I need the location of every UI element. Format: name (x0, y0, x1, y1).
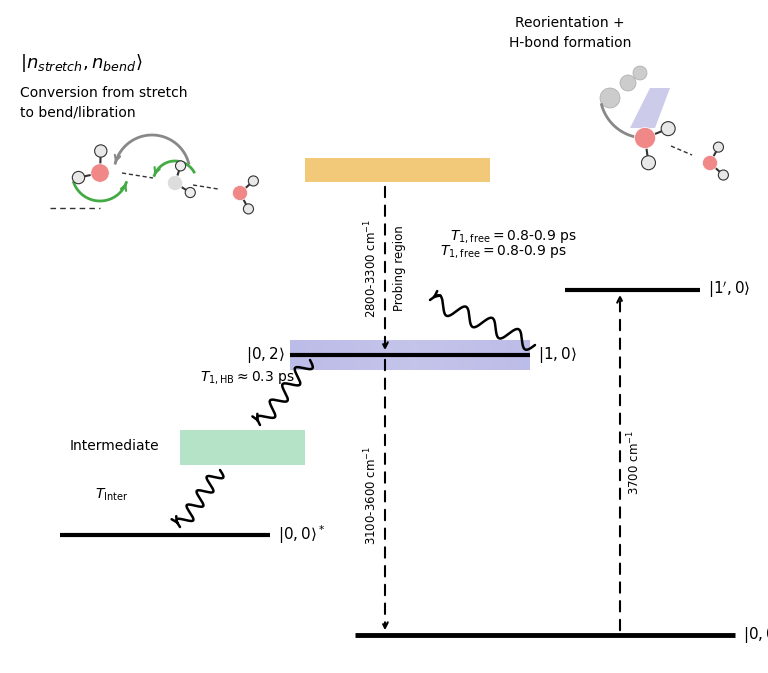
Bar (322, 340, 330, 370)
Bar (458, 340, 466, 370)
Circle shape (641, 155, 655, 170)
Bar (394, 340, 402, 370)
Bar (514, 340, 522, 370)
Bar (498, 340, 506, 370)
Bar (426, 340, 434, 370)
Text: Reorientation +
H-bond formation: Reorientation + H-bond formation (509, 16, 631, 50)
Bar (180, 430, 305, 465)
Circle shape (718, 170, 728, 180)
Bar (314, 340, 322, 370)
Circle shape (94, 145, 107, 157)
Text: $|0,2\rangle$: $|0,2\rangle$ (246, 345, 285, 365)
Bar (434, 340, 442, 370)
Circle shape (633, 66, 647, 80)
Circle shape (620, 75, 636, 91)
Circle shape (703, 155, 717, 170)
Text: 3700 cm$^{-1}$: 3700 cm$^{-1}$ (626, 430, 642, 495)
Circle shape (233, 186, 247, 201)
Circle shape (185, 188, 195, 198)
Bar (378, 340, 386, 370)
Bar (474, 340, 482, 370)
Circle shape (72, 172, 84, 184)
Circle shape (176, 161, 186, 171)
Text: 2800-3300 cm$^{-1}$: 2800-3300 cm$^{-1}$ (362, 219, 379, 318)
Text: Intermediate: Intermediate (70, 439, 160, 452)
Bar (346, 340, 354, 370)
Bar (290, 340, 298, 370)
Bar (450, 340, 458, 370)
Text: $T_{1,\rm free}=0.8\text{-}0.9$ ps: $T_{1,\rm free}=0.8\text{-}0.9$ ps (440, 243, 567, 260)
Text: $|1',0\rangle$: $|1',0\rangle$ (708, 280, 750, 300)
Bar (354, 340, 362, 370)
Bar (305, 158, 490, 182)
Circle shape (91, 164, 109, 182)
Text: $|0,0\rangle$: $|0,0\rangle$ (743, 625, 768, 645)
Bar (386, 340, 394, 370)
Circle shape (713, 142, 723, 152)
Circle shape (634, 127, 656, 149)
Polygon shape (630, 88, 670, 128)
Bar (466, 340, 474, 370)
Bar (370, 340, 378, 370)
Bar (330, 340, 338, 370)
Text: $|1,0\rangle$: $|1,0\rangle$ (538, 345, 577, 365)
Bar (410, 340, 418, 370)
Bar (482, 340, 490, 370)
Text: $T_{1,\rm free}=0.8$-$0.9$ ps: $T_{1,\rm free}=0.8$-$0.9$ ps (450, 228, 577, 245)
Bar (338, 340, 346, 370)
Bar (362, 340, 370, 370)
Text: $|n_{\mathit{stretch}}, n_{\mathit{bend}}\rangle$: $|n_{\mathit{stretch}}, n_{\mathit{bend}… (20, 52, 143, 74)
Bar (402, 340, 410, 370)
Text: $T_{1,\rm HB}\approx0.3$ ps: $T_{1,\rm HB}\approx0.3$ ps (200, 369, 295, 386)
Circle shape (243, 204, 253, 214)
Bar (490, 340, 498, 370)
Text: 3100-3600 cm$^{-1}$: 3100-3600 cm$^{-1}$ (362, 446, 379, 544)
Text: Probing region: Probing region (392, 225, 406, 312)
Circle shape (248, 176, 258, 186)
Text: $|0,0\rangle^*$: $|0,0\rangle^*$ (278, 524, 326, 546)
Bar (442, 340, 450, 370)
Bar (290, 340, 530, 370)
Circle shape (661, 122, 675, 136)
Bar (522, 340, 530, 370)
Bar (298, 340, 306, 370)
Bar (418, 340, 426, 370)
Text: Conversion from stretch
to bend/libration: Conversion from stretch to bend/libratio… (20, 86, 187, 120)
Text: $T_{\rm Inter}$: $T_{\rm Inter}$ (95, 487, 128, 503)
Circle shape (167, 176, 183, 190)
Bar (506, 340, 514, 370)
Circle shape (600, 88, 620, 108)
Bar (306, 340, 314, 370)
